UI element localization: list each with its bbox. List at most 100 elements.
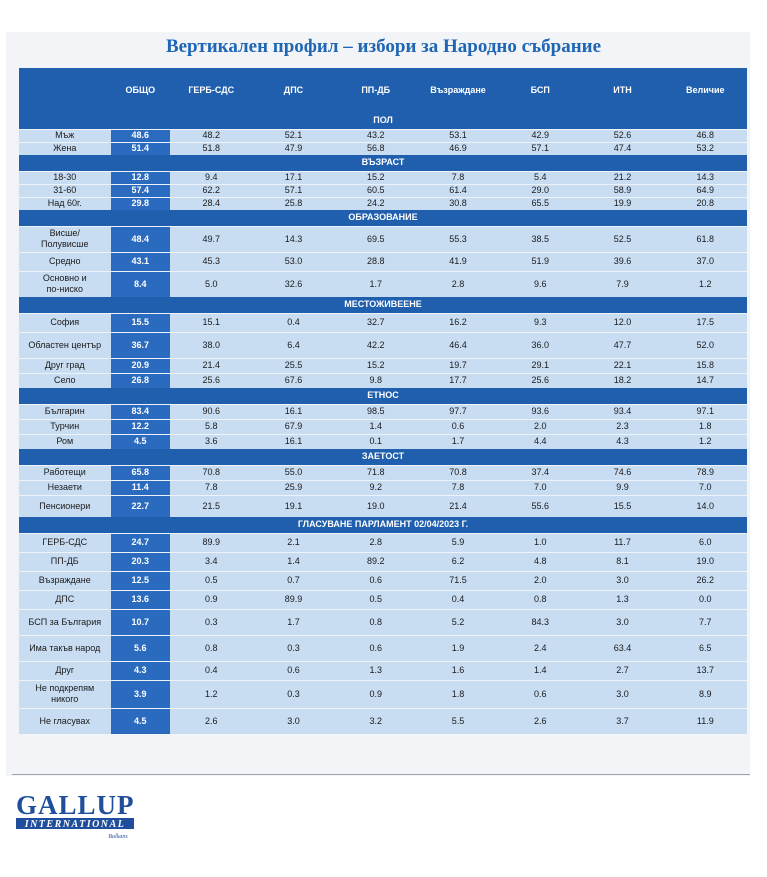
value-cell: 21.4 <box>170 357 253 373</box>
value-cell: 17.1 <box>252 170 335 184</box>
value-cell: 1.4 <box>334 418 417 434</box>
value-cell: 48.2 <box>170 128 253 142</box>
row-label: Не гласувах <box>19 707 111 734</box>
row-label: Средно <box>19 251 111 271</box>
value-cell: 0.9 <box>334 679 417 708</box>
value-cell: 0.6 <box>416 418 500 434</box>
value-cell: 49.7 <box>170 225 253 252</box>
value-cell: 84.3 <box>499 608 582 635</box>
row-label: Има такъв народ <box>19 634 111 661</box>
logo-line2: INTERNATIONAL <box>24 819 126 830</box>
value-cell: 4.4 <box>499 433 582 449</box>
value-cell: 70.8 <box>416 464 500 480</box>
value-cell: 9.3 <box>499 312 582 332</box>
value-cell: 0.3 <box>252 679 335 708</box>
vertical-profile-table: ОБЩО ГЕРБ-СДС ДПС ПП-ДБ Възраждане БСП ИТН Вели… <box>19 68 747 734</box>
section-header-row: МЕСТОЖИВЕЕНЕ <box>19 297 747 313</box>
value-cell: 47.7 <box>581 331 664 358</box>
value-cell: 6.0 <box>663 532 747 552</box>
table-row: 18-30 12.8 9.4 17.1 15.2 7.8 5.4 21.2 14.3 <box>19 170 747 184</box>
table-row: София 15.5 15.1 0.4 32.7 16.2 9.3 12.0 17.5 <box>19 312 747 332</box>
value-cell: 65.5 <box>499 196 582 210</box>
value-cell: 19.0 <box>334 494 417 517</box>
value-cell: 3.4 <box>170 551 253 571</box>
column-header: ГЕРБ-СДС <box>170 68 253 113</box>
value-cell: 2.8 <box>334 532 417 552</box>
value-cell: 1.4 <box>252 551 335 571</box>
section-header-row: ОБРАЗОВАНИЕ <box>19 210 747 226</box>
row-label: Работещи <box>19 464 111 480</box>
value-cell: 93.4 <box>581 403 664 419</box>
value-cell: 97.7 <box>416 403 500 419</box>
table-row: Има такъв народ 5.6 0.8 0.3 0.6 1.9 2.4 63.4 6.5 <box>19 634 747 661</box>
value-cell: 14.3 <box>663 170 747 184</box>
value-cell: 0.4 <box>252 312 335 332</box>
section-title: МЕСТОЖИВЕЕНЕ <box>19 297 747 313</box>
value-cell: 1.2 <box>663 270 747 297</box>
table-row: ДПС 13.6 0.9 89.9 0.5 0.4 0.8 1.3 0.0 <box>19 589 747 609</box>
value-cell: 13.7 <box>663 660 747 680</box>
total-cell: 48.4 <box>110 225 171 252</box>
value-cell: 42.9 <box>499 128 582 142</box>
section-title: ЕТНОС <box>19 388 747 404</box>
value-cell: 3.2 <box>334 707 417 734</box>
row-label: София <box>19 312 111 332</box>
total-cell: 5.6 <box>110 634 171 661</box>
column-header: БСП <box>499 68 582 113</box>
row-label: Не подкрепям никого <box>19 679 111 708</box>
value-cell: 5.2 <box>416 608 500 635</box>
table-row: Жена 51.4 51.8 47.9 56.8 46.9 57.1 47.4 53.2 <box>19 141 747 155</box>
value-cell: 5.4 <box>499 170 582 184</box>
table-row: БСП за България 10.7 0.3 1.7 0.8 5.2 84.3 3.0 7.… <box>19 608 747 635</box>
value-cell: 25.5 <box>252 357 335 373</box>
value-cell: 3.0 <box>581 608 664 635</box>
value-cell: 98.5 <box>334 403 417 419</box>
value-cell: 16.2 <box>416 312 500 332</box>
value-cell: 28.4 <box>170 196 253 210</box>
total-cell: 29.8 <box>110 196 171 210</box>
header-corner <box>19 68 111 113</box>
table-row: Друг град 20.9 21.4 25.5 15.2 19.7 29.1 22.1 15.… <box>19 357 747 373</box>
value-cell: 9.9 <box>581 479 664 495</box>
value-cell: 46.8 <box>663 128 747 142</box>
row-label: Жена <box>19 141 111 155</box>
value-cell: 25.6 <box>499 372 582 388</box>
value-cell: 0.1 <box>334 433 417 449</box>
value-cell: 0.5 <box>334 589 417 609</box>
value-cell: 8.1 <box>581 551 664 571</box>
section-title: ОБРАЗОВАНИЕ <box>19 210 747 226</box>
value-cell: 15.1 <box>170 312 253 332</box>
value-cell: 21.4 <box>416 494 500 517</box>
value-cell: 7.7 <box>663 608 747 635</box>
value-cell: 24.2 <box>334 196 417 210</box>
total-cell: 4.5 <box>110 707 171 734</box>
column-header: ПП-ДБ <box>334 68 417 113</box>
value-cell: 25.6 <box>170 372 253 388</box>
value-cell: 37.4 <box>499 464 582 480</box>
value-cell: 7.0 <box>499 479 582 495</box>
value-cell: 93.6 <box>499 403 582 419</box>
value-cell: 2.7 <box>581 660 664 680</box>
row-label: 18-30 <box>19 170 111 184</box>
row-label: Турчин <box>19 418 111 434</box>
value-cell: 1.4 <box>499 660 582 680</box>
section-header-row: ЕТНОС <box>19 388 747 404</box>
value-cell: 19.1 <box>252 494 335 517</box>
total-cell: 11.4 <box>110 479 171 495</box>
value-cell: 71.5 <box>416 570 500 590</box>
value-cell: 52.1 <box>252 128 335 142</box>
gallup-international-logo: GALLUP INTERNATIONAL Balkans <box>16 790 134 840</box>
total-cell: 4.5 <box>110 433 171 449</box>
value-cell: 2.8 <box>416 270 500 297</box>
value-cell: 0.6 <box>334 634 417 661</box>
value-cell: 29.1 <box>499 357 582 373</box>
total-cell: 12.8 <box>110 170 171 184</box>
value-cell: 89.9 <box>170 532 253 552</box>
value-cell: 47.4 <box>581 141 664 155</box>
total-cell: 83.4 <box>110 403 171 419</box>
row-label: Ром <box>19 433 111 449</box>
value-cell: 2.0 <box>499 418 582 434</box>
value-cell: 15.2 <box>334 170 417 184</box>
value-cell: 1.8 <box>416 679 500 708</box>
value-cell: 6.2 <box>416 551 500 571</box>
